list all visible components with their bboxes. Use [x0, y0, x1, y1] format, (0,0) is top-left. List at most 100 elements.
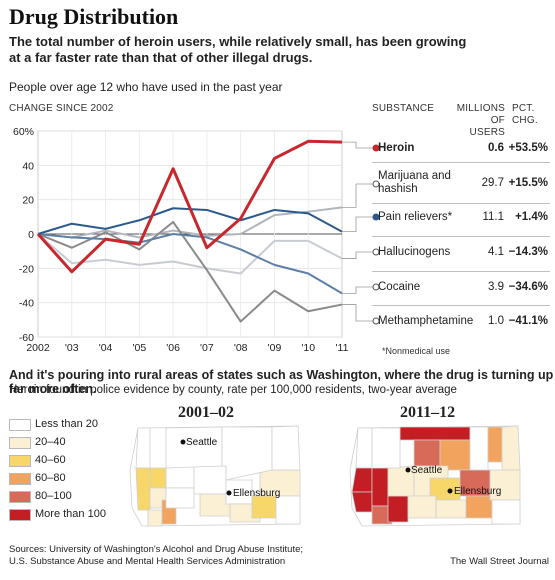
x-tick-label: '05 — [132, 342, 146, 354]
legend-label: 60–80 — [35, 472, 66, 484]
county — [487, 426, 503, 463]
county — [275, 495, 301, 525]
row-cocaine: Cocaine 3.9 −34.6% — [372, 281, 550, 297]
leader-line — [342, 304, 376, 322]
county — [229, 503, 261, 523]
county — [193, 465, 227, 495]
city-ellensburg-left: Ellensburg — [233, 488, 281, 499]
legend-item: 60–80 — [9, 472, 129, 486]
leader-line — [342, 286, 376, 294]
row-divider — [372, 236, 550, 237]
county — [199, 493, 231, 517]
county — [351, 491, 373, 513]
x-tick-label: '07 — [200, 342, 214, 354]
header-millions: MILLIONS OF USERS — [456, 103, 505, 138]
row-name: Hallucinogens — [378, 246, 451, 258]
county — [465, 495, 493, 519]
county — [371, 467, 389, 507]
row-millions: 1.0 — [488, 315, 504, 327]
legend-label: 80–100 — [35, 490, 72, 502]
series-line — [37, 233, 343, 275]
maps-section-note: Heroin found in police evidence by count… — [9, 384, 457, 396]
leader-line — [342, 216, 376, 232]
series-marker — [372, 213, 380, 221]
x-tick-label: '06 — [166, 342, 180, 354]
series-line — [37, 220, 343, 323]
series-marker — [372, 180, 380, 188]
credit: The Wall Street Journal — [450, 556, 549, 567]
legend-swatch — [9, 437, 31, 449]
legend-label: More than 100 — [35, 508, 106, 520]
city-seattle-right: Seattle — [411, 465, 443, 476]
county — [221, 426, 273, 481]
legend-swatch — [9, 491, 31, 503]
row-pct: +53.5% — [508, 142, 548, 154]
county — [351, 467, 373, 493]
county — [147, 509, 163, 527]
row-divider — [372, 271, 550, 272]
row-name: Methamphetamine — [378, 315, 474, 327]
legend-swatch — [9, 455, 31, 467]
y-tick-label: 0 — [28, 229, 34, 241]
page-subtitle: The total number of heroin users, while … — [9, 34, 467, 65]
county — [149, 467, 167, 489]
county — [149, 487, 167, 509]
county — [439, 439, 471, 471]
series-marker — [372, 317, 380, 325]
x-tick-label: '03 — [65, 342, 79, 354]
county — [371, 505, 393, 525]
leader-line — [342, 141, 376, 149]
county — [501, 425, 521, 471]
row-pain-relievers: Pain relievers* 11.1 +1.4% — [372, 211, 550, 227]
row-millions: 3.9 — [488, 281, 504, 293]
county — [387, 495, 409, 523]
y-tick-label: 20 — [22, 195, 34, 207]
legend-label: 20–40 — [35, 436, 66, 448]
county — [371, 427, 401, 469]
county — [399, 426, 471, 441]
source-line-2: U.S. Substance Abuse and Mental Health S… — [9, 556, 286, 567]
legend-swatch — [9, 509, 31, 521]
series-line — [37, 206, 343, 239]
chart-note: People over age 12 who have used in the … — [9, 80, 283, 94]
row-name: Marijuana and hashish — [378, 170, 451, 195]
header-pct: PCT. CHG. — [512, 103, 538, 126]
row-marijuana: Marijuana and hashish 29.7 +15.5% — [372, 170, 550, 198]
y-tick-label: -40 — [19, 298, 34, 310]
row-pct: +1.4% — [515, 211, 548, 223]
county — [165, 487, 195, 509]
x-tick-label: '04 — [99, 342, 113, 354]
legend-item: 20–40 — [9, 436, 129, 450]
row-name: Heroin — [378, 142, 415, 154]
x-tick-label: '08 — [234, 342, 248, 354]
row-divider — [372, 162, 550, 163]
row-heroin: Heroin 0.6 +53.5% — [372, 142, 550, 158]
county — [355, 427, 373, 469]
header-substance: SUBSTANCE — [372, 103, 435, 114]
series-line — [37, 233, 343, 295]
row-millions: 11.1 — [482, 211, 504, 223]
x-tick-label: '10 — [301, 342, 315, 354]
legend-swatch — [9, 473, 31, 485]
county — [413, 439, 441, 467]
map-state-outline — [349, 425, 521, 527]
y-tick-label: -20 — [19, 263, 34, 275]
x-tick-label: '09 — [268, 342, 282, 354]
row-divider — [372, 203, 550, 204]
header-change: CHANGE SINCE 2002 — [9, 103, 114, 114]
footnote: *Nonmedical use — [382, 346, 451, 356]
leader-line — [342, 183, 376, 208]
row-millions: 4.1 — [488, 246, 504, 258]
city-ellensburg-right: Ellensburg — [454, 486, 502, 497]
row-millions: 0.6 — [488, 142, 504, 154]
county — [161, 499, 177, 525]
maps-section-title: And it's pouring into rural areas of sta… — [9, 368, 554, 396]
county — [469, 426, 489, 471]
series-line — [36, 139, 343, 274]
row-millions: 29.7 — [481, 177, 504, 189]
x-tick-label: 2002 — [26, 342, 50, 354]
y-tick-label: -60 — [19, 332, 34, 344]
row-divider — [372, 305, 550, 306]
county — [271, 425, 301, 471]
row-pct: −34.6% — [508, 281, 548, 293]
